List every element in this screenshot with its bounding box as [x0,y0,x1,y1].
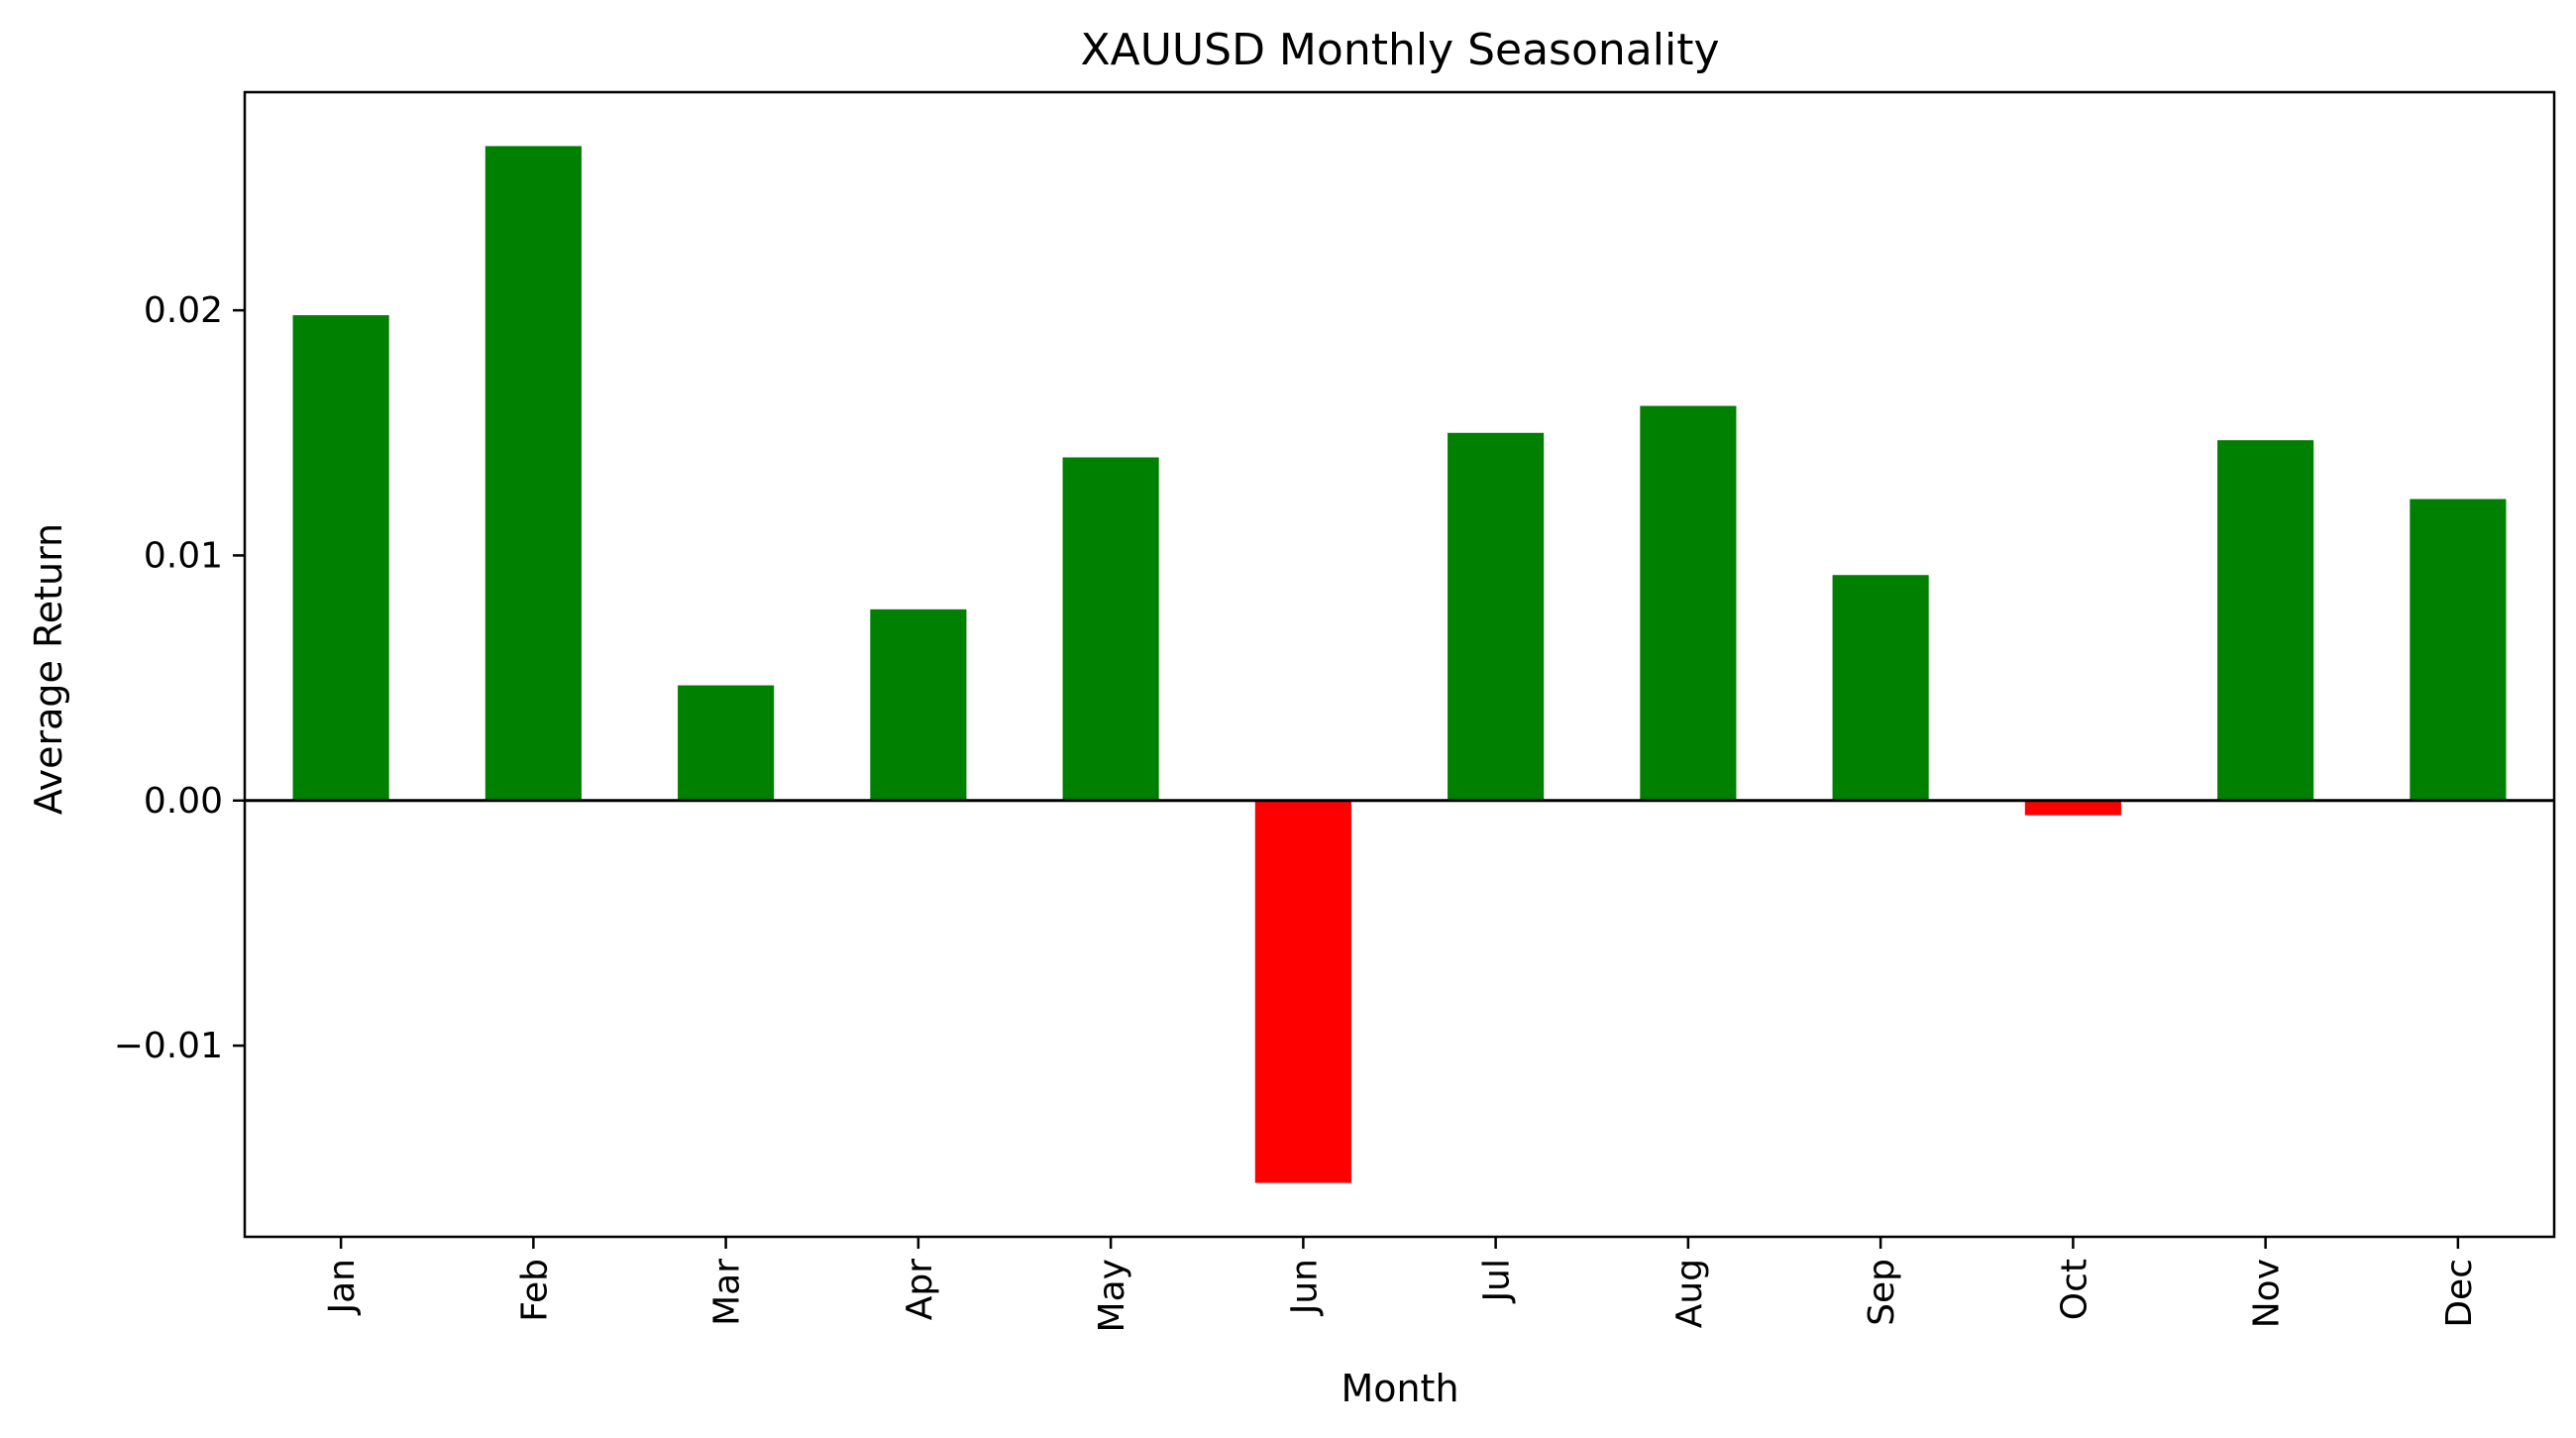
x-tick-label: Dec [2439,1259,2480,1328]
bar-mar [678,685,775,801]
bar-aug [1640,405,1737,801]
x-tick-label: Jun [1284,1259,1325,1316]
bar-dec [2410,498,2507,801]
x-tick-label: Jul [1477,1259,1518,1303]
bars-group [292,146,2507,1183]
x-tick-label: Nov [2247,1259,2288,1328]
y-tick-label: 0.01 [144,535,223,576]
y-tick-label: −0.01 [114,1026,223,1066]
x-tick-label: Feb [514,1259,555,1322]
bar-jul [1448,432,1545,801]
bar-jan [292,315,389,801]
x-tick-label: May [1092,1259,1132,1332]
x-axis: Jan Feb Mar Apr May Jun Jul Aug Sep Oct Nov Dec [322,1237,2480,1332]
bar-oct [2024,800,2121,816]
x-axis-label: Month [1341,1367,1458,1410]
y-axis-label: Average Return [27,523,70,815]
bar-jun [1254,800,1351,1183]
x-tick-label: Jan [322,1259,363,1316]
x-tick-label: Oct [2054,1259,2094,1320]
bar-apr [870,608,967,801]
x-tick-label: Sep [1862,1259,1902,1326]
x-tick-label: Apr [900,1259,940,1320]
y-tick-label: 0.02 [144,290,223,331]
y-tick-label: 0.00 [144,781,223,822]
bar-sep [1832,575,1929,801]
x-tick-label: Aug [1669,1259,1710,1328]
bar-nov [2217,440,2314,801]
plot-frame [243,90,2556,1239]
chart-title: XAUUSD Monthly Seasonality [1080,25,1719,75]
bar-feb [484,146,582,801]
y-axis: −0.01 0.00 0.01 0.02 [114,290,245,1066]
bar-may [1062,457,1159,801]
x-tick-label: Mar [707,1259,748,1326]
